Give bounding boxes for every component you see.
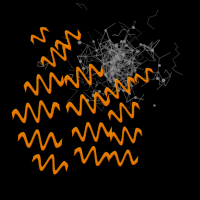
Polygon shape	[72, 122, 112, 142]
Polygon shape	[24, 73, 64, 95]
Polygon shape	[55, 30, 81, 50]
Polygon shape	[64, 64, 104, 88]
Polygon shape	[32, 154, 68, 174]
Polygon shape	[66, 92, 110, 116]
Polygon shape	[18, 130, 62, 150]
Polygon shape	[110, 150, 138, 166]
Polygon shape	[41, 44, 71, 67]
Polygon shape	[31, 27, 49, 44]
Polygon shape	[12, 101, 60, 123]
Polygon shape	[74, 146, 110, 166]
Polygon shape	[110, 127, 142, 145]
Polygon shape	[134, 68, 154, 83]
Polygon shape	[108, 102, 140, 122]
Polygon shape	[104, 77, 136, 99]
